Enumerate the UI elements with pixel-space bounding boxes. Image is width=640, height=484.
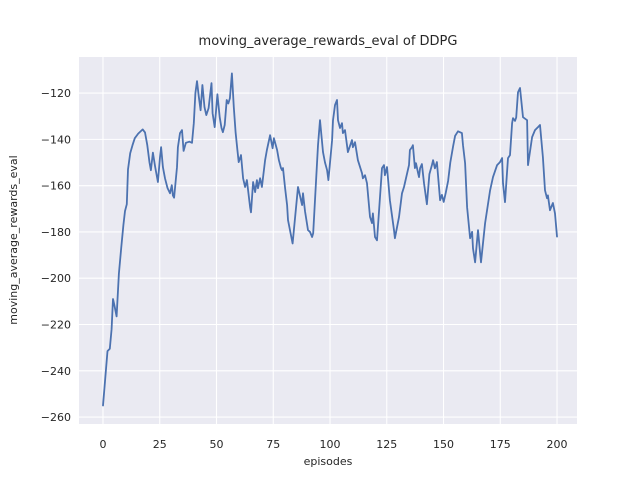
x-tick-label: 150: [433, 438, 454, 451]
x-tick-label: 200: [547, 438, 568, 451]
x-tick-label: 0: [99, 438, 106, 451]
reward-line: [102, 72, 558, 407]
y-tick-label: −140: [41, 133, 71, 146]
y-tick-label: −220: [41, 318, 71, 331]
x-tick-label: 125: [376, 438, 397, 451]
y-tick-label: −120: [41, 87, 71, 100]
y-tick-label: −180: [41, 226, 71, 239]
tick-labels: 0 25 50 75 100 125 150 175 200 −260 −240 −220 −200 −1…: [41, 87, 568, 451]
x-tick-label: 25: [153, 438, 167, 451]
y-tick-label: −260: [41, 411, 71, 424]
x-tick-label: 50: [210, 438, 224, 451]
x-tick-label: 100: [320, 438, 341, 451]
x-tick-label: 175: [490, 438, 511, 451]
x-tick-label: 75: [266, 438, 280, 451]
y-tick-label: −240: [41, 365, 71, 378]
chart-title: moving_average_rewards_eval of DDPG: [199, 34, 458, 49]
y-tick-label: −160: [41, 180, 71, 193]
y-tick-label: −200: [41, 272, 71, 285]
y-axis-label: moving_average_rewards_eval: [7, 155, 20, 324]
grid-layer: [79, 57, 577, 424]
plot-area: [79, 57, 577, 424]
x-axis-label: episodes: [304, 455, 353, 468]
